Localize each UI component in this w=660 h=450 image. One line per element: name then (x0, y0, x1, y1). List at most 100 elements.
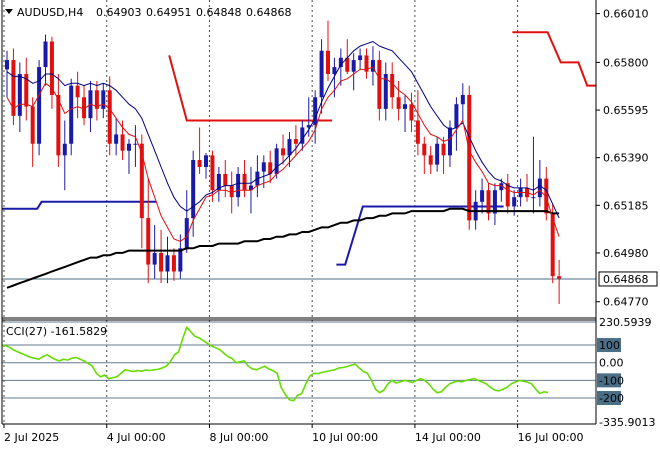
candle (383, 62, 388, 121)
candle-body (403, 104, 408, 109)
cci-panel (1, 321, 596, 402)
candle (409, 92, 414, 133)
candle (114, 118, 119, 156)
candle-body (467, 94, 472, 221)
y-tick-label: 0.65390 (603, 152, 649, 165)
candle (204, 153, 209, 179)
ohlc-close: 0.64868 (246, 6, 292, 19)
candle (435, 136, 440, 172)
candle-body (242, 173, 247, 191)
candle-body (313, 97, 318, 126)
candle (146, 178, 151, 284)
candle-body (210, 155, 215, 191)
candle (390, 62, 395, 109)
candle (62, 120, 67, 191)
cci-level-badge (597, 391, 621, 406)
candle-body (101, 90, 106, 109)
candle-body (107, 90, 112, 144)
cci-tick-label: 0.00 (599, 357, 624, 370)
candle-body (306, 125, 311, 128)
candle-body (17, 74, 22, 116)
candle (191, 150, 196, 237)
candle-body (480, 190, 485, 202)
candle-body (409, 104, 414, 121)
candle-body (557, 276, 562, 279)
current-price-label: 0.64868 (603, 273, 649, 286)
y-tick-label: 0.65595 (603, 104, 649, 117)
candle-body (435, 143, 440, 165)
candle (197, 127, 202, 174)
candle-body (499, 183, 504, 191)
candle (268, 150, 273, 184)
cci-level-badge (597, 373, 621, 388)
candle-body (274, 148, 279, 174)
cci-tick-label: 100 (599, 339, 620, 352)
candle-body (512, 197, 517, 207)
candle-body (300, 127, 305, 144)
candle-body (293, 139, 298, 144)
x-tick-label: 16 Jul 00:00 (518, 431, 584, 444)
candle-body (268, 162, 273, 174)
cci-tick-label: -100 (599, 374, 624, 387)
candle (345, 39, 350, 75)
candle (338, 48, 343, 86)
candle (422, 136, 427, 174)
candle-body (537, 178, 542, 198)
candle-body (422, 143, 427, 156)
candle (293, 125, 298, 156)
candle (403, 94, 408, 133)
candle (505, 173, 510, 214)
blue-level-line (336, 205, 504, 266)
x-tick-label: 2 Jul 2025 (4, 431, 59, 444)
candle-body (447, 127, 452, 156)
candle (216, 166, 221, 202)
candle (351, 53, 356, 91)
candle-body (204, 155, 209, 167)
candle-body (171, 255, 176, 272)
axis-labels: 2 Jul 2025 4 Jul 00:00 8 Jul 00:00 10 Jul 0… (4, 8, 658, 444)
candle (370, 46, 375, 86)
x-tick-label: 4 Jul 00:00 (107, 431, 166, 444)
cci-tick-label: 230.5939 (599, 316, 652, 329)
candle (492, 183, 497, 226)
dropdown-triangle-icon[interactable] (5, 9, 13, 14)
candle (82, 85, 87, 126)
candle (69, 78, 74, 156)
candle (159, 229, 164, 284)
candle-body (261, 162, 266, 172)
candle-body (56, 94, 61, 156)
candle (499, 178, 504, 202)
x-tick-label: 14 Jul 00:00 (415, 431, 481, 444)
candle-body (287, 139, 292, 156)
candle-body (390, 74, 395, 98)
current-price-box (598, 271, 658, 287)
candle-body (11, 60, 16, 116)
candle (184, 190, 189, 253)
candle-body (505, 183, 510, 207)
candle-body (332, 67, 337, 75)
chart-header: AUDUSD,H4 0.64903 0.64951 0.64848 0.6486… (5, 6, 292, 19)
candle (454, 97, 459, 151)
candle (364, 48, 369, 79)
candle-body (62, 143, 67, 156)
red-level-line (168, 55, 332, 122)
candle-body (152, 252, 157, 265)
candle-body (383, 74, 388, 109)
candle (171, 248, 176, 281)
candle (326, 20, 330, 81)
candle (447, 120, 452, 167)
moving-averages (6, 40, 560, 289)
candle-body (544, 178, 549, 214)
candle (37, 60, 42, 156)
candle-body (377, 60, 382, 109)
candle-body (345, 57, 350, 72)
candle-body (37, 67, 42, 144)
candle (24, 57, 29, 121)
x-tick-label: 8 Jul 00:00 (209, 431, 268, 444)
red-level-line (512, 31, 596, 87)
candle (377, 50, 382, 121)
candle (210, 150, 215, 202)
blue-level-line (2, 200, 156, 210)
slow-moving-average-line (6, 207, 560, 289)
